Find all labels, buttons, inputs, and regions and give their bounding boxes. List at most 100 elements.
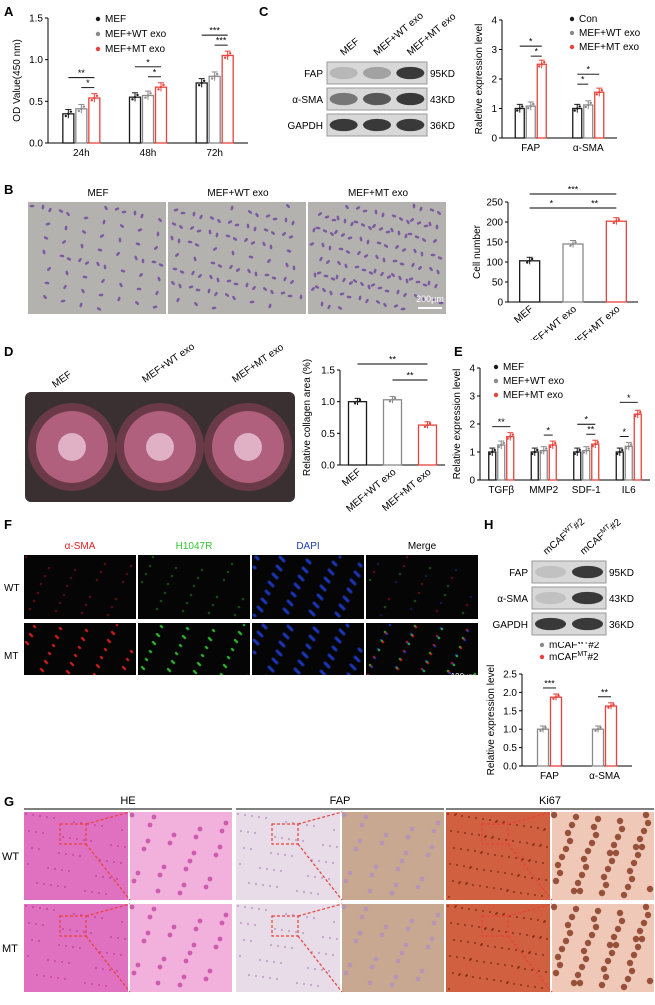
bar <box>419 425 437 465</box>
panel-f-signal <box>70 577 73 580</box>
x-tick-label: FAP <box>540 771 559 782</box>
panel-g-zoom-nucleus <box>619 918 625 924</box>
panel-g-nucleus <box>113 953 115 955</box>
data-point <box>597 441 599 443</box>
panel-f-signal <box>167 583 170 586</box>
legend-label: MEF+MT exo <box>105 44 166 55</box>
panel-g-nucleus <box>486 978 488 980</box>
panel-g-zoom-nucleus <box>641 920 647 926</box>
panel-g-nucleus <box>38 848 40 850</box>
panel-g-zoom-nucleus <box>168 841 173 846</box>
panel-g-zoom-nucleus <box>146 839 151 844</box>
panel-f-signal <box>238 606 241 609</box>
panel-f-signal <box>271 584 274 587</box>
x-tick-label: 48h <box>140 148 157 159</box>
panel-f-signal <box>63 594 66 597</box>
panel-g-zoom-nucleus <box>416 977 421 982</box>
panel-f-signal <box>190 594 193 597</box>
panel-g-zoom-nucleus <box>220 921 225 926</box>
panel-g-nucleus <box>313 917 315 919</box>
panel-g-nucleus <box>546 846 548 848</box>
panel-g-nucleus <box>519 841 521 843</box>
panel-g-zoom-nucleus <box>583 956 589 962</box>
panel-f-signal <box>29 608 32 611</box>
panel-g-zoom-nucleus <box>615 926 621 932</box>
panel-g-zoom-nucleus <box>152 907 157 912</box>
panel-g-zoom-nucleus <box>432 829 437 834</box>
y-tick-label: 0 <box>497 298 503 309</box>
data-point <box>131 98 133 100</box>
data-point <box>70 110 72 112</box>
panel-g-nucleus <box>483 869 485 871</box>
panel-f-signal <box>212 604 215 607</box>
panel-g-nucleus <box>276 886 278 888</box>
panel-g-nucleus <box>321 969 323 971</box>
panel-g-nucleus <box>329 937 331 939</box>
panel-f-signal <box>107 614 110 617</box>
panel-g-overview <box>24 904 128 992</box>
data-point <box>200 82 202 84</box>
panel-g-nucleus <box>533 935 535 937</box>
panel-g-nucleus <box>467 849 469 851</box>
panel-g-nucleus <box>546 938 548 940</box>
panel-g-zoom-nucleus <box>591 916 597 922</box>
panel-g-nucleus <box>489 911 491 913</box>
panel-g-zoom-nucleus <box>567 838 573 844</box>
panel-f-signal <box>301 663 304 666</box>
panel-g-zoom-nucleus <box>198 827 203 832</box>
panel-g-nucleus <box>531 969 533 971</box>
panel-g-nucleus <box>61 869 63 871</box>
panel-g-nucleus <box>295 931 297 933</box>
panel-f-signal <box>171 575 174 578</box>
panel-g-zoom-nucleus <box>204 885 209 890</box>
data-point <box>594 730 596 732</box>
panel-f-signal <box>109 641 112 644</box>
panel-h-band <box>535 592 566 604</box>
panel-d-image-title: MEF <box>50 369 74 390</box>
panel-f-signal <box>83 639 86 642</box>
panel-c-band <box>330 93 358 105</box>
panel-g-nucleus <box>248 882 250 884</box>
panel-g-nucleus <box>472 976 474 978</box>
panel-g-nucleus <box>291 947 293 949</box>
data-point <box>616 453 618 455</box>
panel-g-nucleus <box>332 954 334 956</box>
panel-f-image <box>252 555 364 619</box>
panel-f-signal <box>141 581 144 584</box>
data-point <box>583 451 585 453</box>
panel-g-nucleus <box>38 940 40 942</box>
panel-f-signal <box>462 612 465 615</box>
panel-g-nucleus <box>266 868 268 870</box>
panel-f-signal <box>150 651 153 654</box>
panel-g-zoom-nucleus <box>579 872 585 878</box>
panel-f-signal <box>49 653 52 656</box>
panel-f-signal <box>353 582 356 585</box>
panel-a-label: A <box>4 4 14 19</box>
panel-g-nucleus <box>534 894 536 896</box>
panel-g-group-title: FAP <box>330 795 351 807</box>
panel-g-nucleus <box>497 963 499 965</box>
panel-g-zoom-nucleus <box>639 936 645 942</box>
panel-g-nucleus <box>295 839 297 841</box>
panel-b-label: B <box>4 182 13 197</box>
panel-g-zoom-nucleus <box>555 954 561 960</box>
sig-label: ** <box>389 355 397 365</box>
data-point <box>498 446 500 448</box>
panel-g-nucleus <box>259 959 261 961</box>
panel-g-zoom-nucleus <box>565 922 571 928</box>
y-tick-label: 2.5 <box>503 670 517 681</box>
panel-g-nucleus <box>515 949 517 951</box>
panel-f-signal <box>240 633 243 636</box>
bar <box>156 87 167 143</box>
panel-f-signal <box>169 670 172 673</box>
panel-f-signal <box>427 662 430 665</box>
panel-g-nucleus <box>485 835 487 837</box>
panel-d-image-title: MEF+WT exo <box>140 341 197 385</box>
panel-f-signal <box>290 628 293 631</box>
panel-f-signal <box>386 633 389 636</box>
panel-f-signal <box>418 592 421 595</box>
panel-g-nucleus <box>317 893 319 895</box>
panel-f-signal <box>127 659 130 662</box>
